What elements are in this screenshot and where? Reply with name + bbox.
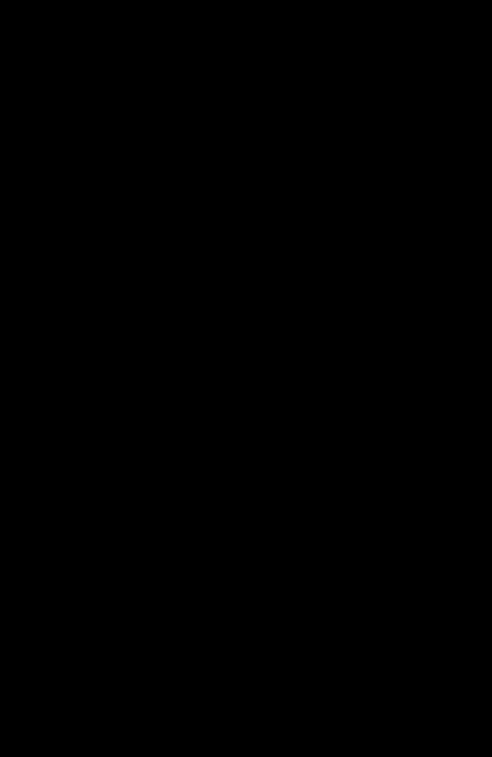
- diagram-d[interactable]: D: [244, 560, 394, 711]
- arrow-up-icon: [224, 488, 230, 494]
- part-b-label: (b): [0, 358, 12, 369]
- field-line-3: [155, 627, 183, 655]
- arrow-up-icon: [328, 638, 334, 644]
- part-a-line-2: of 2.78 A.: [37, 83, 77, 94]
- diagram-b[interactable]: B: [244, 410, 394, 561]
- answer-line[interactable]: [368, 755, 490, 756]
- diagram-b-label: B: [259, 422, 266, 432]
- field-line-3: [304, 477, 332, 505]
- diagram-d-field: [259, 582, 379, 700]
- field-line-3: [155, 477, 183, 505]
- part-a-line-1: Calculate the magnetic field strength 25…: [37, 70, 390, 81]
- question-title: Question 4: [0, 1, 49, 12]
- diagram-a[interactable]: A: [95, 410, 245, 561]
- arrow-up-icon: [348, 638, 354, 644]
- intro-line-1: In a Physics experiment, a group of stud…: [0, 29, 384, 40]
- arrow-down-icon: [224, 638, 230, 644]
- diagram-a-label: A: [110, 422, 117, 432]
- diagram-d-label: D: [259, 572, 266, 582]
- field-line-1: [259, 582, 377, 700]
- part-b-line-1: Looking from above, which of the followi…: [37, 358, 408, 369]
- diagram-a-field: [110, 432, 230, 550]
- arrow-up-icon: [179, 488, 185, 494]
- diagram-c-label: C: [110, 572, 117, 582]
- field-line-2: [135, 607, 203, 675]
- part-a-answer-line[interactable]: [361, 323, 482, 324]
- part-a-marks: (3 marks): [450, 83, 490, 94]
- answer-label: Answer:: [324, 744, 358, 755]
- part-b-marks: (1 mark): [455, 371, 490, 382]
- diagram-b-field: [259, 432, 379, 550]
- part-a-unit: T: [483, 316, 489, 327]
- part-a-label: (a): [0, 70, 12, 81]
- field-line-2: [135, 457, 203, 525]
- question-marks: (4 marks): [450, 1, 490, 12]
- intro-line-2: vertical wire.: [0, 41, 53, 52]
- arrow-down-icon: [179, 638, 185, 644]
- field-line-2: [284, 607, 352, 675]
- arrow-down-icon: [199, 638, 205, 644]
- field-line-1: [110, 432, 228, 550]
- arrow-up-icon: [373, 638, 379, 644]
- diagram-c[interactable]: C: [95, 560, 245, 711]
- diagram-c-field: [110, 582, 230, 700]
- arrow-down-icon: [328, 488, 334, 494]
- arrow-up-icon: [199, 488, 205, 494]
- field-line-3: [304, 627, 332, 655]
- field-line-2: [284, 457, 352, 525]
- arrow-down-icon: [348, 488, 354, 494]
- diagram-grid: A B C D: [95, 410, 399, 716]
- arrow-down-icon: [373, 488, 379, 494]
- field-line-1: [110, 582, 228, 700]
- part-b-line-2: wire correctly?: [37, 371, 98, 382]
- field-line-1: [259, 432, 377, 550]
